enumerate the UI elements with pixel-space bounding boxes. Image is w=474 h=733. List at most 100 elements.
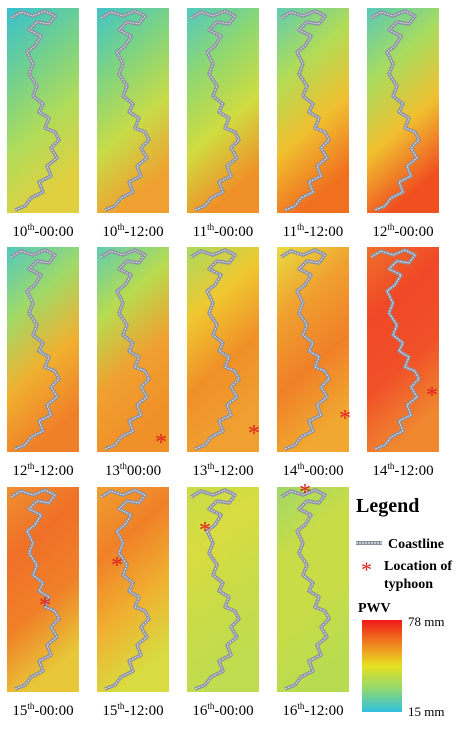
panel-caption: 16th-00:00	[192, 701, 253, 719]
typhoon-label-2: typhoon	[384, 577, 433, 592]
caption-day: 11	[193, 224, 207, 240]
caption-time: -12:00	[304, 224, 343, 240]
caption-day: 16	[282, 703, 298, 719]
map-panel: *	[187, 487, 259, 692]
map-panel	[187, 8, 259, 213]
map-panel: *	[277, 247, 351, 452]
caption-time: -00:00	[214, 703, 253, 719]
panel-caption: 12th-12:00	[12, 461, 73, 479]
panel-caption: 12th-00:00	[372, 222, 433, 240]
coastline-label: Coastline	[388, 537, 444, 552]
caption-time: -00:00	[394, 224, 433, 240]
caption-day: 13	[192, 463, 207, 479]
typhoon-marker: *	[339, 406, 351, 432]
caption-day: 14	[372, 463, 388, 479]
typhoon-marker: *	[248, 421, 260, 447]
pwv-field	[367, 8, 439, 213]
caption-suffix: th	[27, 461, 35, 471]
map-panel: *	[97, 487, 169, 692]
panel-caption: 15th-00:00	[12, 701, 73, 719]
caption-suffix: th	[297, 701, 305, 711]
map-panel: *	[187, 247, 260, 452]
legend-title: Legend	[356, 495, 419, 517]
typhoon-marker: *	[299, 480, 311, 506]
caption-suffix: th	[27, 701, 35, 711]
map-panel	[277, 8, 349, 213]
typhoon-marker: *	[426, 383, 438, 409]
caption-time: -00:00	[34, 703, 73, 719]
caption-suffix: th	[120, 461, 128, 471]
caption-suffix: th	[297, 461, 305, 471]
caption-day: 11	[283, 224, 297, 240]
caption-day: 16	[192, 703, 208, 719]
map-panel: *	[7, 487, 79, 692]
panel-caption: 13th-12:00	[192, 461, 253, 479]
panel-caption: 13th00:00	[105, 461, 161, 479]
pwv-field	[187, 487, 259, 692]
caption-suffix: th	[117, 701, 125, 711]
caption-day: 12	[12, 463, 27, 479]
panel-caption: 11th-12:00	[283, 222, 344, 240]
colorbar-min: 15 mm	[408, 704, 444, 719]
pwv-field	[277, 8, 349, 213]
panel-caption: 10th-00:00	[12, 222, 73, 240]
caption-time: -00:00	[304, 463, 343, 479]
colorbar	[362, 620, 402, 712]
pwv-field	[7, 247, 79, 452]
pwv-field	[187, 8, 259, 213]
panel-caption: 14th-12:00	[372, 461, 433, 479]
caption-suffix: th	[297, 222, 305, 232]
caption-suffix: th	[117, 222, 125, 232]
panel-caption: 10th-12:00	[102, 222, 163, 240]
map-panel	[367, 8, 439, 213]
map-panel	[7, 8, 79, 213]
caption-time: -12:00	[304, 703, 343, 719]
panel-caption: 16th-12:00	[282, 701, 343, 719]
typhoon-symbol: *	[361, 557, 372, 582]
panel-caption: 11th-00:00	[193, 222, 254, 240]
typhoon-marker: *	[155, 430, 167, 456]
caption-day: 14	[282, 463, 298, 479]
legend: Legend Coastline * Location of typhoon P…	[356, 495, 452, 719]
caption-time: 00:00	[127, 463, 161, 479]
caption-suffix: th	[207, 461, 215, 471]
pwv-field	[97, 247, 169, 452]
pwv-field	[7, 8, 79, 213]
caption-time: -00:00	[214, 224, 253, 240]
caption-day: 12	[372, 224, 387, 240]
caption-day: 15	[12, 703, 27, 719]
typhoon-marker: *	[39, 593, 51, 619]
caption-time: -12:00	[214, 463, 253, 479]
pwv-field	[367, 247, 439, 452]
caption-day: 13	[105, 463, 120, 479]
panel-caption: 15th-12:00	[102, 701, 163, 719]
caption-time: -12:00	[124, 703, 163, 719]
pwv-field	[277, 487, 349, 692]
map-panel: *	[367, 247, 439, 452]
caption-suffix: th	[207, 701, 215, 711]
caption-day: 10	[102, 224, 117, 240]
caption-time: -12:00	[394, 463, 433, 479]
pwv-field	[7, 487, 79, 692]
map-panel	[97, 8, 169, 213]
caption-suffix: th	[207, 222, 215, 232]
typhoon-marker: *	[111, 553, 123, 579]
typhoon-marker: *	[199, 518, 211, 544]
map-panel: *	[97, 247, 169, 456]
caption-suffix: th	[387, 461, 395, 471]
panel-caption: 14th-00:00	[282, 461, 343, 479]
caption-time: -12:00	[34, 463, 73, 479]
map-panel: *	[277, 480, 349, 692]
colorbar-max: 78 mm	[408, 614, 444, 629]
caption-day: 15	[102, 703, 117, 719]
caption-time: -00:00	[34, 224, 73, 240]
caption-time: -12:00	[124, 224, 163, 240]
caption-day: 10	[12, 224, 27, 240]
pwv-field	[97, 8, 169, 213]
map-panel	[7, 247, 79, 452]
colorbar-title: PWV	[358, 601, 391, 616]
pwv-field	[97, 487, 169, 692]
typhoon-label-1: Location of	[384, 559, 452, 574]
caption-suffix: th	[27, 222, 35, 232]
